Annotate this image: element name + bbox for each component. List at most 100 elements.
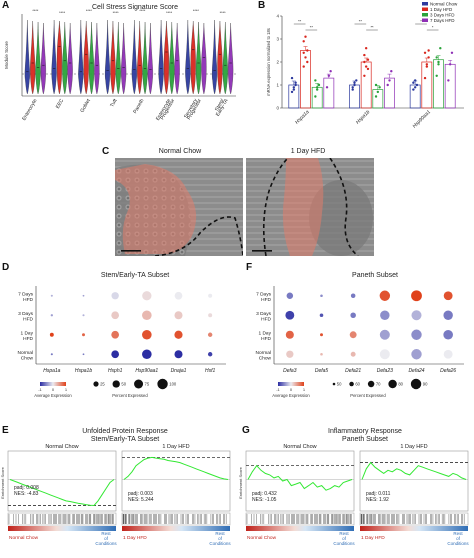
dot: [411, 290, 422, 302]
bottom-right-label: of: [342, 536, 347, 541]
avg-expression-label: Average Expression: [34, 393, 72, 398]
dot: [320, 333, 323, 337]
dot: [379, 329, 390, 340]
enrichment-line: [9, 479, 115, 507]
dot: [319, 313, 324, 318]
violin-1: [56, 20, 63, 95]
colorbar-tick: -1: [38, 387, 42, 392]
pct-legend-dot: [112, 380, 120, 388]
y-tick-label: 4: [276, 14, 279, 19]
y-tick-label: 1: [276, 83, 279, 88]
row-label: 1 Day: [20, 330, 33, 336]
data-point: [364, 65, 368, 68]
data-point: [413, 79, 417, 82]
data-point: [327, 74, 331, 78]
bar: [323, 77, 335, 109]
violin-3: [228, 22, 234, 95]
violin-2: [35, 21, 41, 95]
pct-legend-dot: [388, 379, 397, 389]
data-point: [351, 88, 354, 91]
x-tick-label: Defa24: [408, 368, 424, 374]
sig-mark: **: [359, 19, 363, 24]
violin-0: [51, 19, 57, 95]
y-tick-label: 3: [276, 37, 279, 42]
panel-g-title-1: Inflammatory Response: [328, 428, 402, 435]
sig-stars: ****: [59, 11, 65, 15]
violin-chart: Module Score **** Enterocyte **** EEC **** Gob…: [4, 9, 236, 122]
x-tick-label: Defa26: [440, 368, 456, 374]
bottom-left-label: Normal Chow: [9, 535, 39, 541]
row-label: Chow: [21, 355, 34, 361]
sig-mark: **: [310, 25, 314, 30]
data-point: [423, 51, 427, 54]
avg-expression-label: Average Expression: [272, 393, 310, 398]
data-point: [415, 83, 419, 87]
legend-swatch: [422, 18, 428, 22]
row-label: HFD: [23, 297, 33, 303]
dot: [111, 330, 120, 339]
data-point: [294, 83, 297, 87]
data-point: [351, 86, 354, 89]
legend-swatch: [422, 13, 428, 17]
bottom-right-label: of: [456, 536, 461, 541]
dot: [174, 291, 183, 300]
data-point: [302, 40, 305, 43]
micrograph-1-day-hfd: [246, 158, 374, 256]
panel-g-title-2: Paneth Subset: [342, 436, 388, 443]
data-point: [302, 51, 305, 54]
data-point: [329, 70, 332, 73]
dot: [350, 351, 356, 357]
dot: [50, 294, 53, 297]
violin-0: [131, 19, 137, 95]
panel-letter-a: A: [2, 0, 10, 11]
data-point: [447, 79, 450, 82]
nes-stat: NES: 1.92: [366, 497, 389, 503]
bottom-left-label: 1 Day HFD: [361, 535, 385, 541]
x-tick-label: Hspa1a: [294, 109, 311, 126]
row-label: HFD: [261, 297, 271, 303]
sig-stars: ****: [220, 11, 226, 15]
violin-2: [88, 21, 95, 95]
y-tick-label: 2: [276, 60, 279, 65]
dot: [320, 294, 323, 298]
dot: [411, 310, 422, 321]
micrograph-normal-chow: [115, 158, 243, 256]
colorbar-tick: 1: [303, 387, 306, 392]
data-point: [325, 86, 329, 89]
dot: [142, 310, 152, 321]
bottom-right-label: Conditions: [209, 541, 231, 546]
rank-gradient: [360, 526, 468, 531]
violin-2: [169, 21, 175, 95]
pct-legend-tick: 90: [423, 382, 428, 387]
data-point: [292, 88, 296, 91]
x-tick-label: Hspa1a: [43, 368, 60, 374]
data-point: [412, 81, 415, 84]
dot: [208, 293, 213, 298]
dot: [320, 352, 323, 356]
x-tick-label: Dnaja1: [171, 368, 187, 374]
legend-label: 3 Days HFD: [430, 12, 455, 17]
violin-1: [83, 20, 89, 95]
dot: [443, 291, 453, 301]
panel-letter-c: C: [102, 146, 110, 157]
colorbar-tick: 0: [290, 387, 293, 392]
x-tick-label: Defa5: [315, 368, 329, 374]
x-tick-label: Hsph1: [108, 368, 123, 374]
violin-1: [137, 20, 143, 95]
panel-letter-b: B: [258, 0, 266, 11]
x-tick-label: Hspa1b: [75, 368, 92, 374]
row-label: 1 Day: [258, 330, 271, 336]
data-point: [363, 74, 366, 78]
bar: [433, 59, 444, 109]
panel-d-title: Stem/Early-TA Subset: [100, 272, 170, 279]
rank-gradient: [8, 526, 116, 531]
data-point: [427, 56, 430, 59]
data-point: [376, 90, 380, 94]
gsea-title: Normal Chow: [45, 444, 78, 450]
data-point: [304, 56, 307, 59]
pct-legend-dot: [93, 381, 99, 387]
x-tick-label: Hspa1b: [355, 109, 372, 126]
pct-legend-dot: [157, 378, 168, 390]
